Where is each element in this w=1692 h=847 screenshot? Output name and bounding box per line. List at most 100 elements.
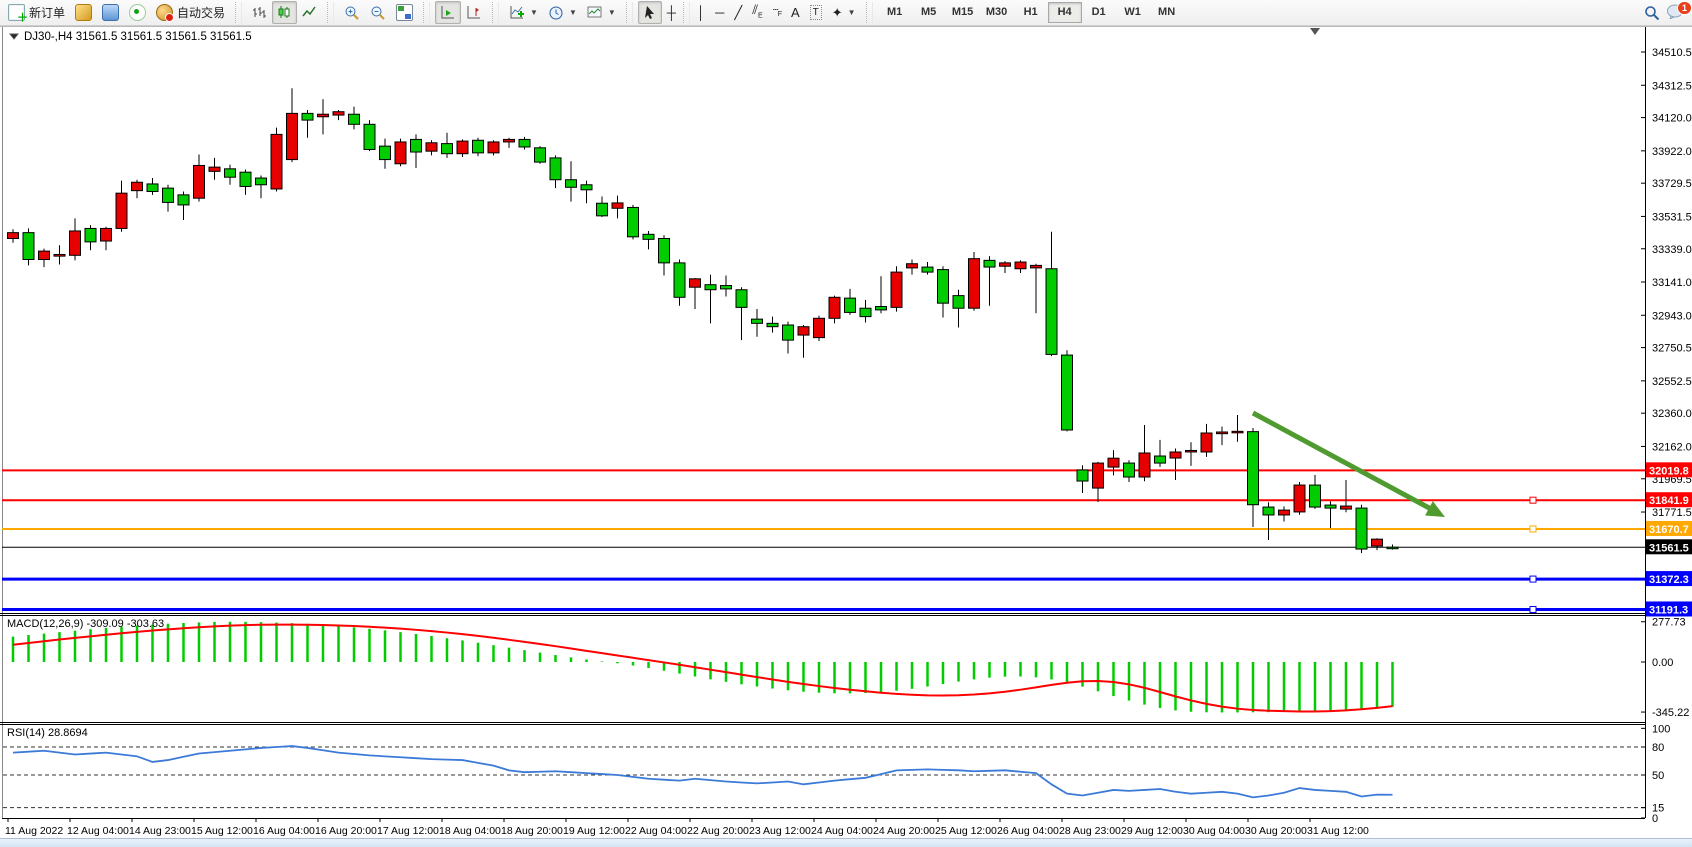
candle-bull[interactable] [53,253,66,257]
period-button-M15[interactable]: M15 [951,6,974,18]
level-line-handle[interactable] [1529,525,1537,533]
candles-chart-button[interactable] [272,1,298,24]
candle-bull[interactable] [1014,261,1027,270]
candle-bear[interactable] [363,123,376,150]
candle-bear[interactable] [720,285,732,290]
candle-bull[interactable] [487,141,500,154]
candle-bear[interactable] [1324,504,1337,509]
candle-bear[interactable] [658,238,670,264]
candle-bear[interactable] [255,177,267,186]
crosshair-tool-button[interactable]: ┼ [662,1,681,24]
chart-canvas[interactable]: 34510.5 34312.5 34120.0 33922.0 33729.5 33531… [0,26,1692,838]
level-line-handle[interactable] [1529,605,1537,613]
notifications-button[interactable]: 1 [1666,0,1692,22]
horizontal-line-tool-button[interactable]: ─ [710,1,729,24]
candle-bear[interactable] [1076,469,1089,482]
candle-bear[interactable] [565,179,577,188]
candle-bear[interactable] [952,295,965,309]
candle-bear[interactable] [704,284,717,291]
candle-bull[interactable] [1278,509,1290,516]
indicators-button[interactable]: ▼ [504,1,543,24]
candle-bull[interactable] [1293,484,1306,513]
candle-bull[interactable] [38,250,50,261]
candle-bull[interactable] [456,140,469,155]
candle-bull[interactable] [797,326,810,336]
signal-button[interactable] [124,1,151,24]
candle-bear[interactable] [472,139,484,154]
candle-bear[interactable] [224,168,236,178]
candle-bull[interactable] [1107,457,1120,468]
candle-bear[interactable] [1123,462,1135,478]
candle-bear[interactable] [534,147,546,163]
candle-bull[interactable] [317,113,329,118]
candle-bear[interactable] [146,183,159,192]
period-button-D1[interactable]: D1 [1091,6,1106,18]
candle-bear[interactable] [162,187,174,203]
candle-bull[interactable] [1185,449,1197,453]
candle-bull[interactable] [425,142,438,152]
period-button-H1[interactable]: H1 [1023,6,1038,18]
candle-bear[interactable] [1045,268,1058,355]
candle-bear[interactable] [859,307,872,318]
trendline-tool-button[interactable]: ╱ [729,1,747,24]
candle-bear[interactable] [177,194,190,206]
arrows-tool-button[interactable]: ✦ ▼ [827,1,861,24]
candle-bull[interactable] [193,164,205,199]
candle-bull[interactable] [828,296,841,319]
candle-bear[interactable] [983,259,996,268]
channel-tool-button[interactable]: ⫽E [747,1,767,24]
candle-bull[interactable] [503,138,515,143]
candle-bear[interactable] [844,297,856,313]
auto-trading-button[interactable]: 自动交易 [151,1,230,24]
candle-bull[interactable] [689,278,701,288]
vertical-line-tool-button[interactable]: │ [692,1,710,24]
candle-bear[interactable] [766,322,779,328]
candle-bull[interactable] [1200,432,1213,453]
candle-bear[interactable] [1061,354,1073,431]
period-button-H4[interactable]: H4 [1047,2,1082,23]
period-button-MN[interactable]: MN [1158,6,1176,18]
candle-bear[interactable] [782,324,794,341]
candle-bear[interactable] [301,112,314,121]
candle-bear[interactable] [937,269,949,304]
candle-bear[interactable] [518,138,531,148]
fibonacci-tool-button[interactable]: ┄F [768,1,786,24]
candle-bull[interactable] [890,271,903,308]
candle-bear[interactable] [751,318,763,324]
period-button-M30[interactable]: M30 [985,6,1008,18]
candle-bull[interactable] [7,232,19,240]
chart-shift-button[interactable] [461,1,487,24]
shift-marker-icon[interactable] [1310,28,1320,35]
candle-bull[interactable] [999,262,1011,267]
candle-bull[interactable] [115,192,128,229]
market-watch-button[interactable] [70,1,97,24]
candle-bull[interactable] [208,166,221,172]
candle-bull[interactable] [286,112,298,161]
candle-bull[interactable] [1340,505,1352,510]
candle-bull[interactable] [968,258,980,309]
zoom-out-button[interactable] [365,1,391,24]
symbol-dropdown-icon[interactable] [8,33,20,40]
bars-chart-button[interactable] [247,1,272,24]
candle-bull[interactable] [1092,462,1104,489]
candle-bear[interactable] [627,206,639,238]
candle-bull[interactable] [1216,431,1228,435]
candle-bull[interactable] [270,133,283,190]
candle-bear[interactable] [441,143,453,155]
candle-bear[interactable] [348,113,360,125]
candle-bear[interactable] [379,145,391,161]
candle-bear[interactable] [239,171,252,187]
candle-bear[interactable] [735,289,748,308]
candle-bear[interactable] [673,262,686,298]
zoom-in-button[interactable] [339,1,365,24]
candle-bear[interactable] [1309,484,1321,508]
line-chart-button[interactable] [297,1,322,24]
candle-bull[interactable] [394,141,407,165]
profile-button[interactable] [97,1,124,24]
candle-bear[interactable] [596,202,608,217]
candle-bear[interactable] [1247,431,1259,506]
candle-bull[interactable] [131,181,143,192]
candle-bull[interactable] [906,263,918,269]
candle-bull[interactable] [332,111,345,116]
candle-bull[interactable] [1371,538,1383,547]
